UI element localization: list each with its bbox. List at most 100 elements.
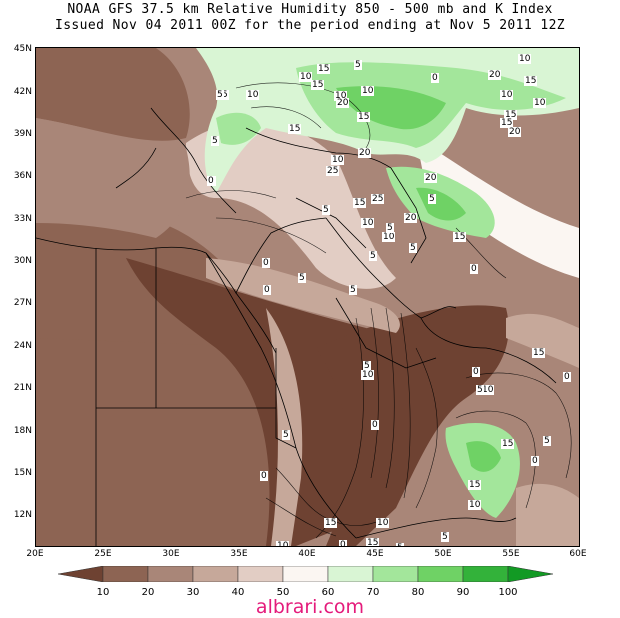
contour-value-label: 5	[441, 532, 449, 542]
legend-swatch	[372, 565, 419, 583]
contour-value-label: 25	[326, 166, 340, 176]
color-legend	[57, 565, 558, 583]
contour-value-label: 10	[361, 370, 375, 380]
legend-label: 30	[186, 587, 200, 598]
longitude-label: 55E	[502, 549, 520, 559]
legend-swatch	[327, 565, 374, 583]
contour-value-label: 15	[366, 538, 380, 547]
longitude-label: 60E	[569, 549, 587, 559]
contour-value-label: 0	[339, 540, 347, 546]
latitude-label: 27N	[13, 298, 32, 308]
longitude-label: 30E	[162, 549, 180, 559]
contour-value-label: 5	[369, 251, 377, 261]
contour-value-label: 10	[468, 500, 482, 510]
legend-label: 60	[321, 587, 335, 598]
map-subtitle: Issued Nov 04 2011 00Z for the period en…	[54, 18, 566, 33]
contour-value-label: 15	[504, 110, 518, 120]
contour-value-label: 0	[263, 285, 271, 295]
latitude-label: 39N	[13, 129, 32, 139]
longitude-label: 35E	[230, 549, 248, 559]
contour-value-label: 10	[246, 90, 260, 100]
contour-value-label: 5	[386, 223, 394, 233]
contour-value-label: 10	[376, 518, 390, 528]
contour-value-label: 10	[361, 218, 375, 228]
contour-value-label: 15	[501, 439, 515, 449]
legend-label: 80	[411, 587, 425, 598]
humidity-map: 1015201015510151020515102015051510015510…	[35, 47, 580, 547]
contour-value-label: 0	[563, 372, 571, 382]
contour-value-label: 10	[361, 86, 375, 96]
contour-value-label: 5	[428, 194, 436, 204]
contour-value-label: 0	[371, 420, 379, 430]
contour-value-label: 15	[288, 124, 302, 134]
contour-value-label: 15	[453, 232, 467, 242]
contour-value-label: 15	[468, 480, 482, 490]
contour-value-label: 20	[488, 70, 502, 80]
legend-label: 10	[96, 587, 110, 598]
latitude-label: 24N	[13, 341, 32, 351]
legend-swatch	[237, 565, 284, 583]
contour-value-label: 15	[311, 80, 325, 90]
contour-value-label: 0	[260, 471, 268, 481]
contour-value-label: 5	[354, 60, 362, 70]
contour-value-label: 15	[524, 76, 538, 86]
latitude-label: 15N	[13, 468, 32, 478]
contour-value-label: 10	[533, 98, 547, 108]
contour-value-label: 15	[500, 118, 514, 128]
longitude-label: 45E	[366, 549, 384, 559]
legend-label: 90	[456, 587, 470, 598]
contour-value-label: 20	[424, 173, 438, 183]
contour-value-label: 10	[334, 91, 348, 101]
contour-value-label: 0	[472, 367, 480, 377]
latitude-label: 21N	[13, 383, 32, 393]
contour-value-label: 0	[431, 73, 439, 83]
longitude-label: 50E	[434, 549, 452, 559]
longitude-label: 40E	[298, 549, 316, 559]
legend-swatch	[147, 565, 194, 583]
contour-value-label: 15	[317, 64, 331, 74]
contour-value-label: 5	[282, 430, 290, 440]
legend-swatch	[417, 565, 464, 583]
contour-value-label: 5	[396, 543, 404, 546]
contour-value-label: 10	[331, 155, 345, 165]
contour-value-label: 15	[324, 518, 338, 528]
legend-label: 70	[366, 587, 380, 598]
latitude-label: 36N	[13, 171, 32, 181]
contour-value-label: 5	[476, 385, 484, 395]
legend-swatch	[57, 565, 104, 583]
contour-value-label: 15	[532, 348, 546, 358]
latitude-label: 45N	[13, 44, 32, 54]
contour-value-label: 10	[481, 385, 495, 395]
contour-value-label: 20	[508, 127, 522, 137]
legend-label: 50	[276, 587, 290, 598]
longitude-label: 25E	[94, 549, 112, 559]
longitude-label: 20E	[26, 549, 44, 559]
legend-label: 100	[498, 587, 518, 598]
contour-value-label: 5	[543, 436, 551, 446]
contour-value-label: 0	[207, 176, 215, 186]
contour-value-label: 10	[299, 72, 313, 82]
contour-value-label: 0	[470, 264, 478, 274]
contour-value-label: 20	[336, 98, 350, 108]
contour-value-label: 20	[404, 213, 418, 223]
contour-value-label: 15	[357, 112, 371, 122]
latitude-label: 18N	[13, 426, 32, 436]
contour-value-label: 10	[500, 90, 514, 100]
contour-value-label: 5	[298, 273, 306, 283]
contour-value-label: 15	[353, 198, 367, 208]
contour-value-label: 5	[211, 136, 219, 146]
contour-value-label: 5	[363, 361, 371, 371]
contour-value-label: 5	[221, 90, 229, 100]
latitude-label: 42N	[13, 87, 32, 97]
contour-value-label: 5	[409, 243, 417, 253]
map-title: NOAA GFS 37.5 km Relative Humidity 850 -…	[67, 2, 553, 17]
contour-value-label: 25	[371, 194, 385, 204]
contour-value-label: 5	[216, 90, 224, 100]
contour-value-label: 20	[358, 148, 372, 158]
contour-value-label: 0	[531, 456, 539, 466]
site-watermark: albrari.com	[255, 596, 365, 618]
legend-swatch	[282, 565, 329, 583]
latitude-label: 12N	[13, 510, 32, 520]
legend-label: 40	[231, 587, 245, 598]
legend-swatch	[192, 565, 239, 583]
